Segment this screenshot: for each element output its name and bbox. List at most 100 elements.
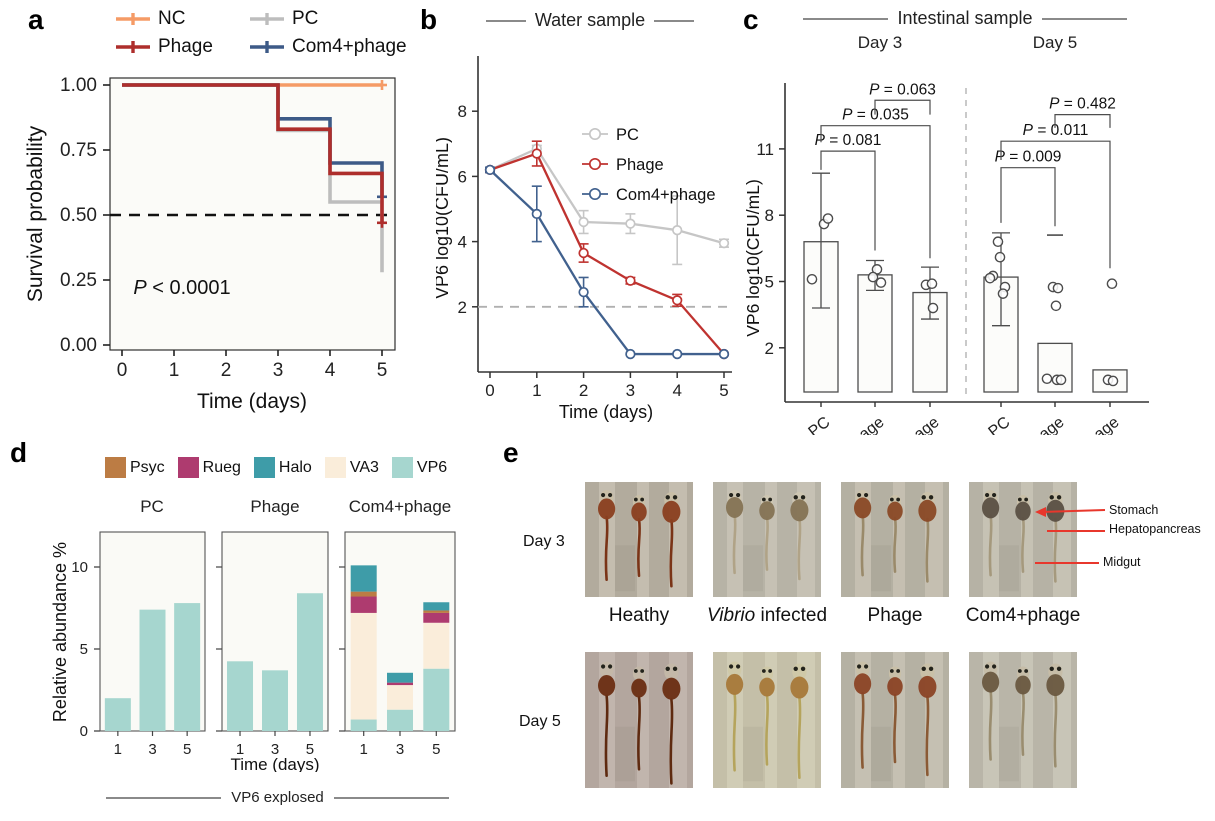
svg-text:P = 0.482: P = 0.482 <box>1049 96 1116 113</box>
panel-survival: a NC PC Phage Com4+phage 0 1 2 3 4 5 Time (days) 0… <box>10 0 420 432</box>
legend-swatch-icon <box>177 457 199 478</box>
panel-abundance: d Psyc Rueg Halo VA3 VP6 PC Phage Com4+phage… <box>10 435 495 821</box>
water-sample-title-text: Water sample <box>534 10 646 30</box>
annotation-stomach: Stomach <box>1109 503 1159 517</box>
panel-label-a: a <box>28 4 44 35</box>
svg-text:0.75: 0.75 <box>60 140 97 161</box>
col-label-phage: Phage <box>829 605 961 627</box>
larvae-photo-r2c1 <box>585 652 693 788</box>
legend-item-VP6: VP6 <box>391 457 447 478</box>
legend-label: Psyc <box>130 458 165 476</box>
group-Phage: Phage <box>841 259 893 435</box>
panel-label-c: c <box>743 4 759 35</box>
title-line-right <box>1041 17 1127 20</box>
svg-text:5: 5 <box>183 741 191 758</box>
panel-label-d: d <box>10 437 28 468</box>
svg-text:1: 1 <box>360 741 368 758</box>
svg-text:Relative abundance %: Relative abundance % <box>50 542 70 722</box>
group-PC: PC <box>983 232 1019 435</box>
col-label-vibrio: Vibrio infected <box>701 605 833 627</box>
axes: 2 5 8 11 VP6 log10(CFU/mL) <box>745 83 1149 403</box>
svg-text:5: 5 <box>719 381 728 400</box>
svg-text:4: 4 <box>458 233 467 252</box>
svg-text:5: 5 <box>765 273 774 292</box>
svg-text:P = 0.081: P = 0.081 <box>815 132 882 149</box>
survival-legend: NC PC Phage Com4+phage <box>115 8 407 58</box>
svg-text:PC: PC <box>985 414 1013 435</box>
panel-intestinal: c Intestinal sample Day 3 Day 5 2 5 8 11 VP6… <box>735 0 1215 435</box>
legend-item-Phage: Phage <box>115 36 243 58</box>
svg-text:VP6 log10(CFU/mL): VP6 log10(CFU/mL) <box>745 179 763 337</box>
group-Phage: Phage <box>1021 234 1073 435</box>
svg-text:0.00: 0.00 <box>60 335 97 356</box>
row-label-day3: Day 3 <box>523 533 565 550</box>
legend: PC Phage Com4+phage <box>582 126 716 204</box>
facet-title-com4: Com4+phage <box>348 497 452 516</box>
svg-text:1: 1 <box>532 381 541 400</box>
annotation-hepatopancreas: Hepatopancreas <box>1109 522 1201 536</box>
x-axis: 0 1 2 3 4 5 Time (days) <box>117 350 388 413</box>
intestinal-sample-title-text: Intestinal sample <box>897 8 1033 28</box>
title-line-left <box>803 17 889 20</box>
larvae-photo-r2c4 <box>969 652 1077 788</box>
svg-text:VP6 log10(CFU/mL): VP6 log10(CFU/mL) <box>436 137 452 299</box>
water-chart: 2 4 6 8 0 1 2 3 4 5 Time (days) VP6 log10(CFU/mL) PC… <box>436 56 732 422</box>
annotation-lines <box>1035 507 1106 564</box>
svg-text:2: 2 <box>579 381 588 400</box>
svg-text:Phage: Phage <box>1021 414 1068 435</box>
group-PC: PC <box>803 172 839 435</box>
svg-text:Com4+phage: Com4+phage <box>616 186 716 204</box>
day5-header: Day 5 <box>1032 33 1078 52</box>
svg-text:Phage: Phage <box>616 156 664 174</box>
col-label-italic: Vibrio <box>706 605 756 626</box>
legend-item-Halo: Halo <box>253 457 312 478</box>
col-label-text: infected <box>755 605 828 626</box>
series-Com4+phage <box>484 164 730 360</box>
larvae-photo-r1c1 <box>585 482 693 597</box>
legend-item-Rueg: Rueg <box>177 457 241 478</box>
facet-title-phage: Phage <box>250 497 300 516</box>
svg-text:1: 1 <box>236 741 244 758</box>
svg-text:4: 4 <box>325 360 336 381</box>
series-Phage <box>122 83 387 228</box>
legend-label: Halo <box>278 458 312 476</box>
pvalue-bracket: P = 0.011 <box>1000 122 1111 269</box>
svg-text:PC: PC <box>616 126 639 144</box>
svg-text:4: 4 <box>672 381 681 400</box>
series-PC <box>484 143 730 266</box>
panel-label-e: e <box>503 437 519 468</box>
footer-line-left <box>106 796 222 799</box>
km-line-marker-icon <box>116 41 150 53</box>
svg-text:3: 3 <box>148 741 156 758</box>
facet-title-pc: PC <box>140 497 164 516</box>
svg-text:Phage: Phage <box>841 414 888 435</box>
svg-text:3: 3 <box>396 741 404 758</box>
svg-text:P = 0.063: P = 0.063 <box>869 81 936 98</box>
legend-item-Psyc: Psyc <box>105 457 165 478</box>
svg-text:6: 6 <box>458 167 467 186</box>
col-label-text: Heathy <box>608 605 670 626</box>
svg-text:5: 5 <box>306 741 314 758</box>
svg-text:11: 11 <box>756 140 774 159</box>
legend-item-Com4+phage: Com4+phage <box>249 36 407 58</box>
svg-text:3: 3 <box>273 360 284 381</box>
svg-text:0.25: 0.25 <box>60 270 97 291</box>
col-label-text: Phage <box>867 605 923 626</box>
svg-text:0: 0 <box>80 723 88 740</box>
svg-text:Survival probability: Survival probability <box>24 125 47 302</box>
svg-text:10: 10 <box>71 559 88 576</box>
svg-text:5: 5 <box>80 641 88 658</box>
abundance-footer-text: VP6 explosed <box>231 789 324 806</box>
svg-text:2: 2 <box>458 298 467 317</box>
svg-text:2: 2 <box>221 360 232 381</box>
abundance-legend: Psyc Rueg Halo VA3 VP6 <box>105 457 447 478</box>
footer-line-right <box>333 796 449 799</box>
svg-text:5: 5 <box>377 360 388 381</box>
svg-text:P = 0.011: P = 0.011 <box>1023 122 1089 139</box>
x-axis-label: Time (days) <box>230 755 319 772</box>
series-Phage <box>484 140 730 360</box>
km-line-marker-icon <box>116 13 150 25</box>
